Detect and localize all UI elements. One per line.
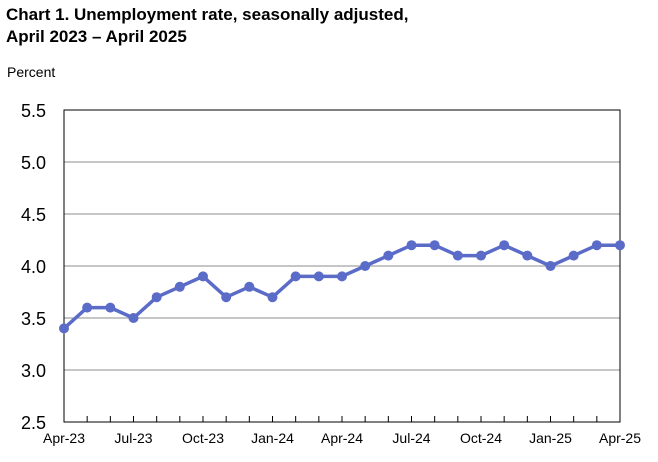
data-point	[82, 302, 93, 313]
x-tick-label: Jan-24	[251, 430, 294, 446]
y-tick-label: 3.5	[21, 309, 46, 329]
data-point	[290, 271, 301, 282]
y-tick-label: 4.5	[21, 205, 46, 225]
x-tick-label: Jul-23	[114, 430, 152, 446]
data-point	[591, 240, 602, 251]
data-point	[244, 281, 255, 292]
data-point	[59, 323, 69, 334]
data-point	[499, 240, 510, 251]
data-point	[151, 292, 162, 303]
y-tick-label: 5.0	[21, 153, 46, 173]
data-point	[383, 250, 394, 261]
data-point	[198, 271, 208, 282]
y-tick-label: 5.5	[21, 101, 46, 121]
x-tick-label: Oct-23	[182, 430, 224, 446]
data-point	[615, 240, 625, 251]
chart-title-line-1: Chart 1. Unemployment rate, seasonally a…	[6, 5, 409, 24]
y-tick-label: 3.0	[21, 361, 46, 381]
data-point	[360, 261, 371, 271]
data-point	[128, 313, 139, 323]
data-point	[221, 292, 232, 303]
x-tick-label: Jul-24	[392, 430, 430, 446]
data-point	[545, 261, 556, 271]
data-point	[267, 292, 278, 303]
y-tick-label: 2.5	[21, 413, 46, 433]
data-point	[174, 281, 185, 292]
data-point	[452, 250, 463, 261]
data-point	[406, 240, 417, 251]
chart-title-line-2: April 2023 – April 2025	[6, 27, 187, 46]
data-point	[313, 271, 324, 282]
x-tick-label: Jan-25	[529, 430, 572, 446]
chart-title: Chart 1. Unemployment rate, seasonally a…	[6, 4, 408, 48]
x-tick-label: Oct-24	[460, 430, 502, 446]
series-line	[62, 243, 620, 330]
data-point	[337, 271, 347, 282]
x-tick-label: Apr-24	[321, 430, 363, 446]
y-axis-unit-label: Percent	[7, 64, 56, 80]
data-point	[105, 302, 116, 313]
y-tick-label: 4.0	[21, 257, 46, 277]
data-point	[476, 250, 486, 261]
data-point	[522, 250, 533, 261]
data-point	[429, 240, 440, 251]
x-tick-label: Apr-25	[599, 430, 641, 446]
x-tick-label: Apr-23	[43, 430, 85, 446]
data-point	[568, 250, 579, 261]
